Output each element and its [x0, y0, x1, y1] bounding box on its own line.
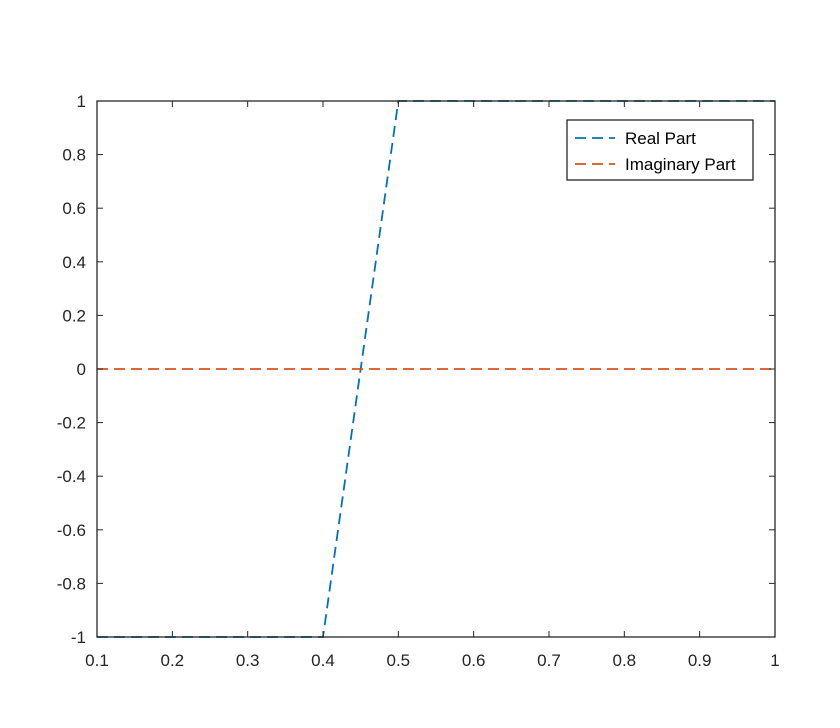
x-tick-label: 0.7	[537, 651, 561, 670]
x-tick-label: 0.1	[85, 651, 109, 670]
x-tick-label: 1	[770, 651, 779, 670]
y-tick-label: 1	[77, 92, 86, 111]
y-tick-label: 0.6	[62, 199, 86, 218]
plot-background	[97, 101, 775, 637]
x-tick-label: 0.2	[161, 651, 185, 670]
y-tick-label: -0.4	[57, 467, 86, 486]
y-tick-label: -0.6	[57, 521, 86, 540]
y-tick-label: 0.2	[62, 306, 86, 325]
y-tick-label: 0	[77, 360, 86, 379]
axes-box	[96, 100, 776, 638]
x-tick-label: 0.8	[613, 651, 637, 670]
y-tick-label: -1	[71, 628, 86, 647]
legend-box	[566, 119, 754, 181]
legend-label: Real Part	[625, 129, 696, 148]
x-tick-label: 0.5	[387, 651, 411, 670]
axes-frame	[96, 100, 776, 638]
y-tick-label: 0.4	[62, 253, 86, 272]
y-tick-label: 0.8	[62, 146, 86, 165]
x-tick-label: 0.3	[236, 651, 260, 670]
x-tick-label: 0.6	[462, 651, 486, 670]
y-tick-label: -0.2	[57, 414, 86, 433]
legend: Real Part Imaginary Part	[566, 119, 754, 181]
legend-label: Imaginary Part	[625, 155, 736, 174]
y-tick-label: -0.8	[57, 574, 86, 593]
x-tick-label: 0.4	[311, 651, 335, 670]
x-tick-label: 0.9	[688, 651, 712, 670]
